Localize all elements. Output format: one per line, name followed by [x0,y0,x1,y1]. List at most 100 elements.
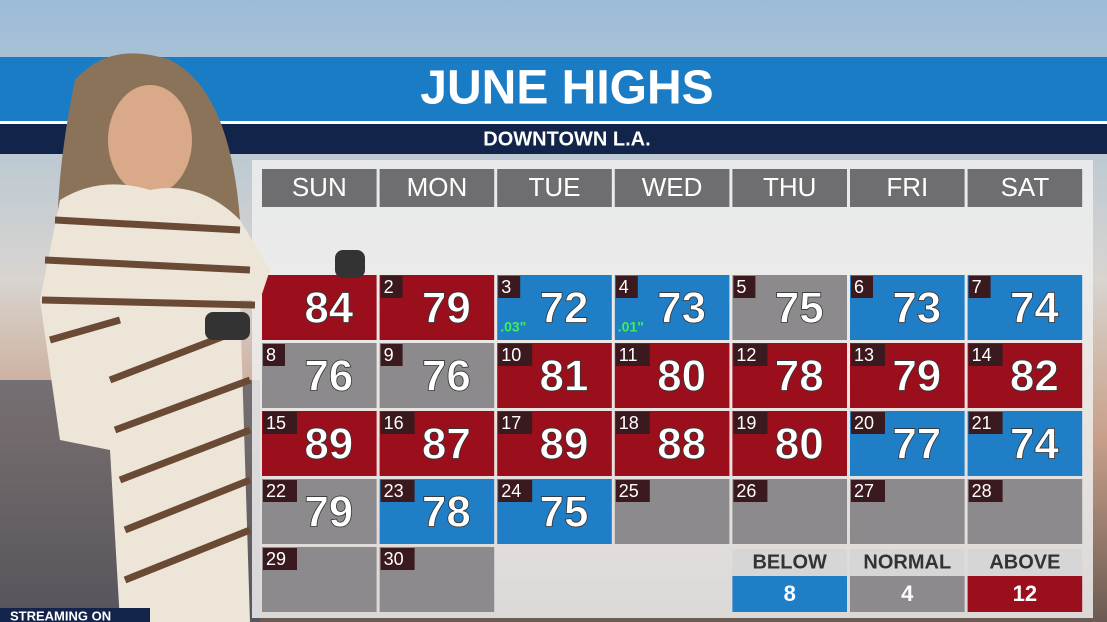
date-box [498,480,533,502]
weekday-header [379,169,495,207]
date-box [615,276,638,298]
date-label: 11 [619,345,638,365]
high-temp: 82 [1010,352,1059,401]
legend-header [732,549,847,576]
title: JUNE HIGHS [420,62,713,115]
date-label: 9 [384,345,394,365]
date-box [851,276,873,298]
high-temp: 73 [892,284,941,333]
date-label: 27 [854,481,874,501]
date-box [615,412,650,434]
date-label: 17 [501,413,521,433]
date-box [263,344,285,366]
date-box [851,344,885,366]
date-box [968,344,1003,366]
high-temp: 77 [892,420,941,469]
weekday-header [497,169,612,207]
high-temp: 88 [657,420,706,469]
date-box [733,344,768,366]
weekday-label: SUN [292,172,347,202]
date-box [968,480,1003,502]
high-temp: 87 [422,420,471,469]
weekday-label: THU [763,172,816,202]
high-temp: 80 [775,420,824,469]
legend-box [850,576,965,612]
date-box [733,276,756,298]
date-label: 15 [266,413,286,433]
footer-bar [0,608,150,622]
weekday-header [850,169,965,207]
high-temp: 84 [304,284,353,333]
date-label: 12 [736,345,756,365]
high-temp: 78 [422,488,471,537]
date-label: 26 [736,481,756,501]
legend-header [850,549,965,576]
date-label: 18 [619,413,639,433]
date-box [263,548,297,570]
high-temp: 76 [304,352,353,401]
date-box [968,412,1003,434]
date-label: 13 [854,345,874,365]
high-temp: 89 [304,420,353,469]
precip: .01" [618,319,644,335]
high-temp: 72 [540,284,589,333]
date-box [498,344,533,366]
date-box [380,412,415,434]
date-label: 4 [619,277,629,297]
legend-count: 8 [784,581,796,606]
weekday-header [967,169,1083,207]
date-box [380,548,415,570]
date-box [733,412,768,434]
high-temp: 79 [892,352,941,401]
legend-label: BELOW [752,551,827,573]
high-temp: 80 [657,352,706,401]
high-temp: 89 [540,420,589,469]
high-temp: 75 [540,488,589,537]
date-label: 3 [501,277,511,297]
high-temp: 74 [1010,420,1059,469]
high-temp: 81 [540,352,589,401]
weekday-label: MON [407,172,468,202]
date-box [733,480,768,502]
footer: STREAMING ON [0,608,150,622]
legend-box [732,576,847,612]
date-label: 21 [972,413,992,433]
date-box [380,276,403,298]
date-label: 5 [736,277,746,297]
title-divider [0,121,1107,124]
date-box [615,344,650,366]
date-box [263,480,297,502]
precip: .03" [500,319,526,335]
day-cell [262,275,377,340]
date-box [851,412,885,434]
date-box [968,276,991,298]
presenter [40,53,365,622]
legend-label: NORMAL [863,551,951,573]
legend-label: ABOVE [989,551,1060,573]
weekday-header [262,169,377,207]
weekday-label: SAT [1001,172,1050,202]
date-label: 8 [266,345,276,365]
legend-count: 4 [901,581,914,606]
legend-count: 12 [1013,581,1037,606]
date-label: 2 [384,277,394,297]
high-temp: 78 [775,352,824,401]
date-label: 28 [972,481,992,501]
footer-text: STREAMING ON [10,608,111,622]
date-label: 23 [384,481,404,501]
date-box [498,276,521,298]
date-label: 6 [854,277,864,297]
weekday-label: TUE [529,172,581,202]
legend-box [967,576,1083,612]
weekday-header [614,169,730,207]
date-label: 16 [384,413,404,433]
date-box [380,344,403,366]
subtitle: DOWNTOWN L.A. [483,128,650,150]
high-temp: 73 [657,284,706,333]
date-label: 30 [384,549,404,569]
date-box [263,412,297,434]
date-box [380,480,415,502]
date-label: 14 [972,345,992,365]
date-label: 25 [619,481,639,501]
